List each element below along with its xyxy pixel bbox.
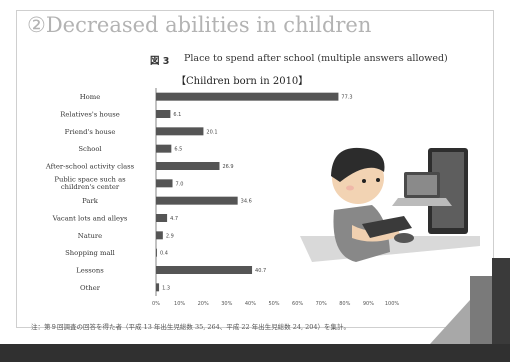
figure-number: 図 3 xyxy=(150,56,170,67)
bar xyxy=(156,231,163,240)
bar xyxy=(156,110,171,118)
bar xyxy=(156,179,173,188)
category-label: Friend's house xyxy=(65,128,116,136)
x-tick-label: 0% xyxy=(152,301,160,307)
figure-title: Place to spend after school (multiple an… xyxy=(184,53,448,64)
bar-value-label: 34.6 xyxy=(241,199,252,205)
bar xyxy=(156,92,339,101)
bar-value-label: 1.3 xyxy=(162,285,170,291)
bar-value-label: 6.5 xyxy=(174,147,182,153)
bar xyxy=(156,214,168,222)
bar-value-label: 77.3 xyxy=(341,95,352,101)
bar xyxy=(156,144,172,153)
category-label: Other xyxy=(80,284,101,292)
keyboard-icon xyxy=(362,216,412,238)
x-tick-label: 20% xyxy=(198,301,209,307)
x-tick-label: 30% xyxy=(221,301,232,307)
slide-heading: ②Decreased abilities in children xyxy=(27,13,372,37)
x-tick-label: 40% xyxy=(245,301,256,307)
category-label: Relatives's house xyxy=(60,111,120,119)
category-label: Shopping mall xyxy=(65,249,115,257)
bar xyxy=(156,162,220,170)
category-label: Park xyxy=(82,197,99,205)
x-tick-label: 10% xyxy=(174,301,185,307)
x-tick-label: 70% xyxy=(316,301,327,307)
category-label: School xyxy=(78,145,101,153)
bar-value-label: 4.7 xyxy=(170,216,178,222)
mouse-icon xyxy=(394,233,414,243)
bar-value-label: 20.1 xyxy=(206,129,217,135)
category-label: Public space such as children's center xyxy=(54,175,126,191)
bottom-bar xyxy=(0,344,510,362)
bar-value-label: 26.9 xyxy=(222,164,233,170)
bar xyxy=(156,266,253,274)
bar-value-label: 2.9 xyxy=(166,233,174,239)
bar-value-label: 7.0 xyxy=(176,181,184,187)
bar xyxy=(156,283,160,292)
decor-block xyxy=(492,258,510,344)
bar-value-label: 40.7 xyxy=(255,268,266,274)
bar xyxy=(156,127,204,136)
x-tick-label: 50% xyxy=(268,301,279,307)
bar xyxy=(156,196,238,205)
footnote: 注：第９回調査の回答を得た者（平成 13 年出生児総数 35, 264、平成 2… xyxy=(31,323,351,331)
x-tick-label: 80% xyxy=(339,301,350,307)
chart-subtitle: 【Children born in 2010】 xyxy=(176,76,309,87)
x-tick-label: 60% xyxy=(292,301,303,307)
category-label: Nature xyxy=(78,232,102,240)
bar-value-label: 6.1 xyxy=(173,112,181,118)
slide-border xyxy=(16,10,494,328)
bar-value-label: 0.4 xyxy=(160,251,168,257)
bar xyxy=(156,248,157,257)
category-label: Home xyxy=(80,93,101,101)
decor-triangle xyxy=(430,300,470,344)
category-label: Vacant lots and alleys xyxy=(52,215,128,223)
category-label: After-school activity class xyxy=(45,163,135,171)
x-tick-label: 90% xyxy=(363,301,374,307)
category-label: Lessons xyxy=(76,267,104,275)
x-tick-label: 100% xyxy=(385,301,400,307)
